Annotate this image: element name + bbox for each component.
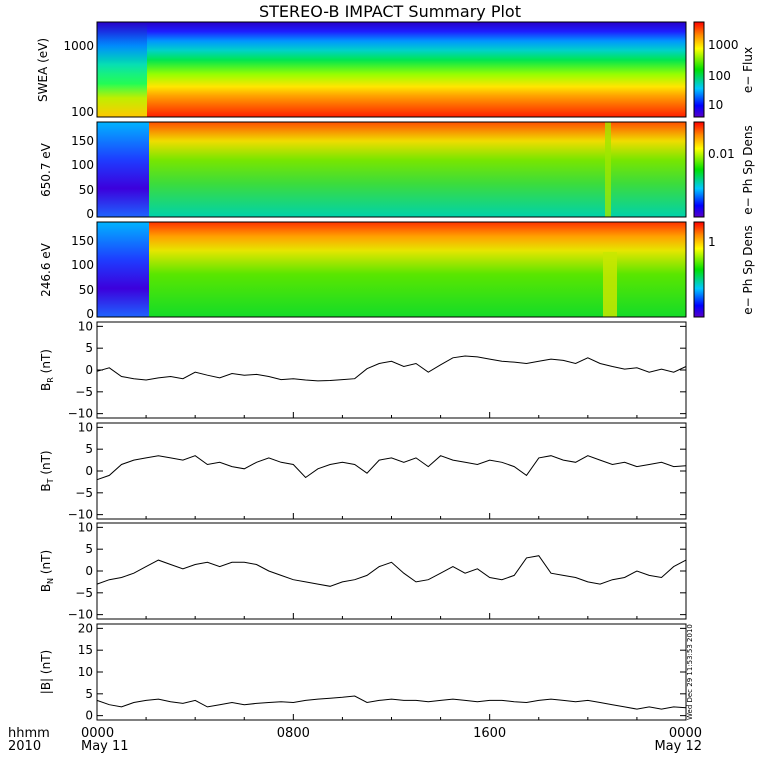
br-series-line <box>96 355 687 382</box>
br-ytick-label-1: 5 <box>85 341 93 355</box>
time-tick-bottom-0: May 11 <box>81 739 129 754</box>
panel-pa-650: 650.7 eV 150 100 50 0 0.01 e− Ph Sp Dens <box>39 121 755 221</box>
bmag-ytick-label-2: 10 <box>78 665 93 679</box>
figure-title: STEREO-B IMPACT Summary Plot <box>259 2 521 21</box>
swea-heatmap-frame <box>96 21 687 118</box>
bn-ytick-label-2: 0 <box>85 564 93 578</box>
bn-ytick-label-3: −5 <box>75 586 93 600</box>
time-tick-bottom-3: May 12 <box>654 739 702 754</box>
panel-bmag: 20 15 10 5 0 |B| (nT) <box>39 621 687 723</box>
br-ylabel: BR (nT) <box>39 349 55 391</box>
swea-cbar-tick-100: 100 <box>708 69 731 83</box>
swea-heatmap <box>97 22 686 117</box>
time-tick-top-0: 0000 <box>81 726 114 741</box>
swea-cbar-tick-1000: 1000 <box>708 38 739 52</box>
pa650-ytick-150: 150 <box>71 134 94 148</box>
br-ytick-label-4: −10 <box>68 407 93 421</box>
swea-ytick-100: 100 <box>71 105 94 119</box>
br-ytick-label-3: −5 <box>75 385 93 399</box>
pa650-ytick-0: 0 <box>86 207 94 221</box>
panel-pa-246: 246.6 eV 150 100 50 0 1 e− Ph Sp Dens <box>39 221 755 321</box>
bmag-ytick-label-3: 5 <box>85 687 93 701</box>
time-tick-top-2: 1600 <box>473 726 506 741</box>
pa246-heatmap-frame <box>96 221 687 318</box>
pa246-cbar-label: e− Ph Sp Dens <box>741 225 755 314</box>
panel-bn: 10 5 0 −5 −10 BN (nT) <box>39 520 687 622</box>
bmag-series-line <box>96 695 687 710</box>
bt-ylabel: BT (nT) <box>39 450 55 491</box>
bn-ytick-label-0: 10 <box>78 520 93 534</box>
bmag-ytick-label-0: 20 <box>78 621 93 635</box>
bt-ytick-label-0: 10 <box>78 420 93 434</box>
bmag-ylabel: |B| (nT) <box>39 650 53 694</box>
panel-br: 10 5 0 −5 −10 BR (nT) <box>39 319 687 421</box>
br-ytick-label-0: 10 <box>78 319 93 333</box>
swea-ytick-1000: 1000 <box>63 39 94 53</box>
pa246-heatmap <box>97 222 686 317</box>
pa246-low-region <box>97 222 149 317</box>
pa246-colorbar <box>693 221 705 318</box>
bt-ytick-label-1: 5 <box>85 442 93 456</box>
bmag-ytick-label-4: 0 <box>85 709 93 723</box>
pa650-ylabel: 650.7 eV <box>39 142 53 197</box>
pa246-vertical-streak <box>603 252 617 317</box>
time-tick-top-3: 0000 <box>669 726 702 741</box>
pa246-ytick-150: 150 <box>71 234 94 248</box>
bn-ylabel: BN (nT) <box>39 550 55 592</box>
br-ytick-label-2: 0 <box>85 363 93 377</box>
pa650-heatmap-frame <box>96 121 687 218</box>
bt-frame <box>96 422 687 520</box>
swea-colorbar <box>693 21 705 118</box>
pa650-low-region <box>97 122 149 217</box>
swea-ylabel: SWEA (eV) <box>36 38 50 102</box>
bt-ytick-label-2: 0 <box>85 464 93 478</box>
pa650-cbar-tick: 0.01 <box>708 147 735 161</box>
pa246-ylabel: 246.6 eV <box>39 242 53 297</box>
plot-timestamp: Wed Dec 29 11:53:53 2010 <box>686 624 694 720</box>
pa650-cbar-label: e− Ph Sp Dens <box>741 125 755 214</box>
bn-ytick-label-1: 5 <box>85 542 93 556</box>
bn-frame <box>96 522 687 620</box>
pa650-vertical-streak <box>605 122 611 217</box>
pa650-ytick-50: 50 <box>79 183 94 197</box>
pa246-ytick-50: 50 <box>79 283 94 297</box>
line-panels: 10 5 0 −5 −10 BR (nT) 10 5 0 −5 −10 BT (nT) 10 5 0 −5 −1… <box>39 319 687 723</box>
panel-swea: SWEA (eV) 1000 100 1000 100 10 e− Flux <box>36 21 755 119</box>
time-axis-row1-label: hhmm <box>8 726 50 741</box>
bn-series-line <box>96 555 687 587</box>
bn-ytick-label-4: −10 <box>68 608 93 622</box>
pa246-ytick-100: 100 <box>71 258 94 272</box>
swea-heatmap-early <box>97 22 147 117</box>
br-frame <box>96 321 687 419</box>
panel-bt: 10 5 0 −5 −10 BT (nT) <box>39 420 687 522</box>
bt-ytick-label-4: −10 <box>68 508 93 522</box>
time-axis-row2-label: 2010 <box>8 739 41 754</box>
pa650-heatmap <box>97 122 686 217</box>
bmag-ytick-label-1: 15 <box>78 643 93 657</box>
bmag-frame <box>96 623 687 721</box>
bt-series-line <box>96 455 687 481</box>
pa650-ytick-100: 100 <box>71 158 94 172</box>
bt-ytick-label-3: −5 <box>75 486 93 500</box>
time-tick-top-1: 0800 <box>277 726 310 741</box>
pa246-ytick-0: 0 <box>86 307 94 321</box>
swea-cbar-tick-10: 10 <box>708 98 723 112</box>
swea-cbar-label: e− Flux <box>741 47 755 93</box>
pa650-colorbar <box>693 121 705 218</box>
pa246-cbar-tick: 1 <box>708 235 716 249</box>
